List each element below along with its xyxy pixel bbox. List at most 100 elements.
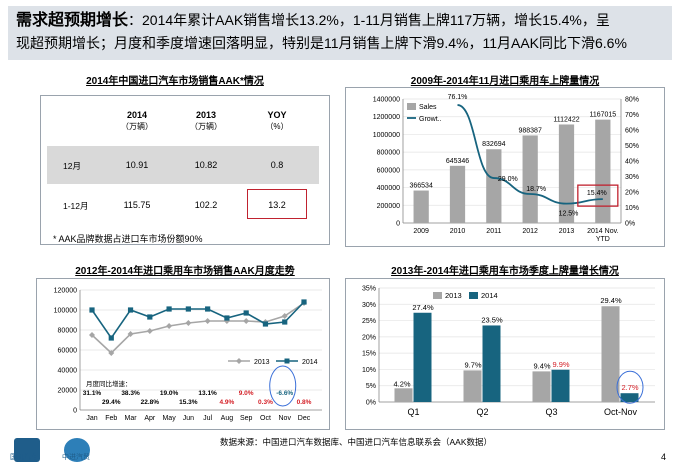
y-tick-label: 30% [362, 302, 376, 309]
x-tick-label: 2009 [413, 228, 429, 235]
growth-rate-value: 13.1% [198, 390, 217, 397]
cniec-logo [64, 438, 90, 462]
y2-tick-label: 80% [625, 97, 639, 104]
legend-label: Growt.. [419, 116, 442, 123]
bar-value-label: 832694 [482, 141, 505, 148]
growth-rate-value: 9.0% [239, 390, 254, 397]
data-point [185, 320, 192, 326]
data-point [147, 314, 153, 320]
monthly-chart-title: 2012年-2014年进口乘用车市场销售AAK月度走势 [75, 266, 295, 277]
growth-rate-value: 22.8% [141, 399, 160, 406]
x-tick-label: 2014 Nov. [587, 228, 618, 235]
growth-rate-value: 4.9% [219, 399, 234, 406]
x-tick-label: 2010 [450, 228, 466, 235]
bar-value-label: 4.2% [393, 379, 410, 388]
bar-value-label: 9.9% [552, 360, 569, 369]
growth-rate-value: 0.8% [297, 399, 312, 406]
y2-tick-label: 70% [625, 112, 639, 119]
data-point [89, 332, 95, 338]
bar-value-label: 366534 [409, 183, 432, 190]
data-point [146, 328, 153, 334]
table-header-yoy-label: YOY [267, 110, 287, 120]
table-cell: 13.2 [268, 200, 286, 210]
bar [601, 306, 620, 402]
y-tick-label: 60000 [58, 348, 78, 355]
bar [620, 393, 639, 402]
data-point [127, 331, 134, 337]
y-tick-label: 25% [362, 318, 376, 325]
y-tick-label: 80000 [58, 328, 78, 335]
table-header-2013-label: 2013 [195, 110, 217, 120]
growth-line [457, 104, 603, 205]
growth-rate-value: 31.1% [83, 390, 102, 397]
data-point [243, 318, 250, 324]
x-tick-label: 2011 [486, 228, 501, 235]
x-tick-label: Q2 [476, 407, 488, 417]
table-header-2014-label: 2014 [126, 110, 148, 120]
x-tick-label: Oct [260, 415, 271, 422]
x-tick-label: YTD [596, 236, 610, 243]
legend-swatch [469, 292, 478, 299]
growth-label: 15.4% [587, 190, 607, 197]
bar-value-label: 2.7% [621, 383, 638, 392]
series-line [91, 302, 305, 355]
table-header-yoy-unit: （%） [265, 122, 289, 131]
bar [551, 369, 570, 402]
bar-value-label: 645346 [446, 158, 469, 165]
growth-rate-value: 15.3% [179, 399, 198, 406]
table-row-label: 1-12月 [63, 201, 89, 211]
table-cell: 102.2 [194, 200, 218, 210]
x-tick-label: Mar [125, 415, 138, 422]
registration-chart: 0 200000 400000 600000 800000 1000000 1200000 1… [373, 94, 639, 243]
header-line-2: 现超预期增长；月度和季度增速回落明显，特别是11月销售上牌下滑9.4%，11月A… [16, 35, 627, 51]
quarterly-chart: 0% 5% 10% 15% 20% 25% 30% 35% Q1 4.2% 27.4% Q2 9.7% 2… [362, 286, 655, 417]
table-header-2014-unit: （万辆） [121, 122, 153, 131]
y2-tick-label: 30% [625, 174, 639, 181]
growth-rate-value: -6.6% [276, 390, 293, 397]
bar [413, 190, 429, 223]
header-text-1: ：2014年累计AAK销售增长13.2%，1-11月销售上牌117万辆，增长15… [128, 12, 610, 28]
legend-label: 2014 [481, 291, 498, 300]
series-line [91, 301, 305, 340]
x-tick-label: May [162, 415, 176, 422]
x-tick-label: Jul [203, 415, 212, 422]
bar-value-label: 988387 [518, 127, 541, 134]
bar-value-label: 27.4% [412, 303, 434, 312]
table-panel: 2014 （万辆） 2013 （万辆） YOY （%） 12月 10.91 10.82… [40, 95, 330, 245]
data-source-note: 数据来源：中国进口汽车数据库、中国进口汽车信息联系会（AAK数据） [220, 437, 493, 447]
legend-swatch [284, 358, 290, 364]
table-panel-title: 2014年中国进口汽车市场销售AAK*情况 [86, 76, 264, 87]
x-tick-label: Oct-Nov [604, 407, 638, 417]
bar [394, 388, 413, 402]
x-tick-label: Nov [279, 415, 292, 422]
highlight-box [577, 184, 619, 207]
bar-value-label: 1112422 [553, 116, 579, 123]
y-tick-label: 20% [362, 334, 376, 341]
x-tick-label: 2013 [559, 228, 575, 235]
y-tick-label: 15% [362, 351, 376, 358]
bar [532, 371, 551, 402]
table-header-2014: 2014 （万辆） [107, 110, 167, 132]
registration-chart-title: 2009年-2014年11月进口乘用车上牌量情况 [410, 76, 600, 87]
legend-label: 2013 [254, 359, 270, 366]
y-tick-label: 1200000 [373, 114, 400, 121]
y-tick-label: 0% [366, 400, 376, 407]
y2-tick-label: 10% [625, 205, 639, 212]
header-banner: 需求超预期增长：2014年累计AAK销售增长13.2%，1-11月销售上牌117… [8, 6, 672, 60]
data-point [282, 319, 288, 325]
data-point [281, 313, 288, 319]
data-point [243, 310, 249, 316]
quarterly-chart-title: 2013年-2014年进口乘用车市场季度上牌量增长情况 [391, 266, 619, 277]
bar [558, 124, 575, 223]
cniec-logo-text: 中进汽贸 [62, 454, 90, 461]
growth-rate-value: 19.0% [160, 390, 179, 397]
y2-tick-label: 0% [625, 221, 635, 228]
growth-rate-value: 38.3% [121, 390, 140, 397]
data-point [185, 306, 191, 312]
x-tick-label: Aug [221, 415, 234, 422]
legend-label: 2013 [445, 291, 462, 300]
table-row-label: 12月 [63, 161, 81, 171]
table-header-yoy: YOY （%） [247, 110, 307, 132]
data-point [301, 299, 307, 305]
bar-value-label: 29.4% [600, 296, 622, 305]
